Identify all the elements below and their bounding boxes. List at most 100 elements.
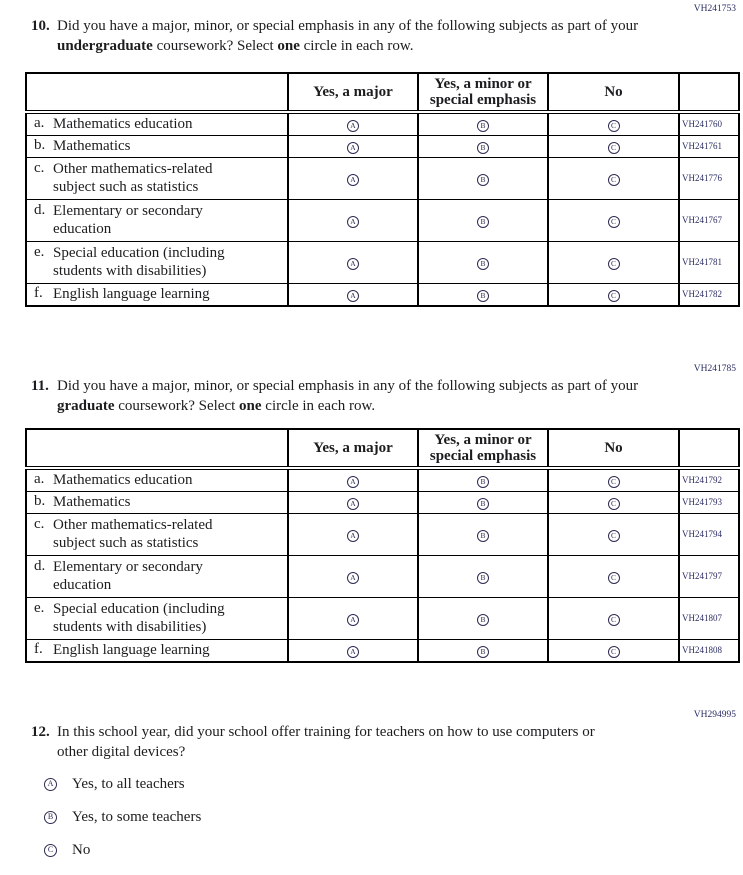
- table-row: d. Elementary or secondary education A B …: [25, 198, 740, 242]
- table-row: b. Mathematics A B C VH241761: [25, 135, 740, 158]
- option-bubble-b[interactable]: B: [44, 810, 57, 824]
- column-header-no: No: [547, 428, 680, 471]
- option-label: Yes, to all teachers: [72, 775, 185, 792]
- answer-bubble-major[interactable]: A: [347, 289, 359, 302]
- answer-bubble-minor[interactable]: B: [477, 497, 489, 510]
- answer-bubble-minor[interactable]: B: [477, 571, 489, 584]
- answer-bubble-no[interactable]: C: [607, 497, 620, 510]
- answer-bubble-major[interactable]: A: [347, 645, 359, 658]
- option-bubble-c[interactable]: C: [44, 843, 57, 857]
- answer-bubble-minor[interactable]: B: [477, 613, 489, 626]
- question-number: 12.: [31, 724, 50, 740]
- table-row: e. Special education (including students …: [25, 596, 740, 640]
- answer-bubble-minor[interactable]: B: [477, 173, 489, 186]
- answer-bubble-no[interactable]: C: [607, 476, 620, 488]
- answer-bubble-no[interactable]: C: [607, 571, 620, 584]
- row-label: Other mathematics-related subject such a…: [53, 160, 213, 196]
- column-header-code: [678, 72, 740, 115]
- answer-bubble-no[interactable]: C: [607, 613, 620, 626]
- column-header-major: Yes, a major: [287, 72, 419, 115]
- question-text-part: Did you have a major, minor, or special …: [57, 378, 639, 394]
- row-label: Special education (including students wi…: [53, 244, 225, 280]
- table-row: b. Mathematics A B C VH241793: [25, 491, 740, 514]
- table-row: c. Other mathematics-related subject such…: [25, 512, 740, 556]
- row-code: VH241782: [678, 282, 740, 307]
- row-label: Elementary or secondary education: [53, 202, 203, 238]
- row-code: VH241797: [678, 554, 740, 598]
- option-bubble-a[interactable]: A: [44, 777, 57, 791]
- question-text: Did you have a major, minor, or special …: [57, 377, 649, 417]
- question-text-bold: one: [239, 397, 262, 414]
- answer-bubble-no[interactable]: C: [607, 645, 620, 658]
- header-row: Yes, a major Yes, a minor or special emp…: [25, 428, 740, 471]
- question-12-section: VH294995 12. In this school year, did yo…: [0, 710, 743, 875]
- question-10-section: VH241753 10. Did you have a major, minor…: [0, 4, 743, 57]
- undergrad-coursework-table: Yes, a major Yes, a minor or special emp…: [25, 72, 740, 307]
- row-label: Other mathematics-related subject such a…: [53, 516, 213, 552]
- column-header-minor: Yes, a minor or special emphasis: [417, 72, 549, 115]
- answer-bubble-major[interactable]: A: [347, 257, 359, 270]
- option-row-c: C No: [44, 842, 743, 859]
- row-letter: c.: [34, 515, 45, 532]
- row-code: VH241760: [678, 111, 740, 137]
- row-letter: b.: [34, 493, 46, 510]
- option-label: Yes, to some teachers: [72, 808, 202, 825]
- row-code: VH241767: [678, 198, 740, 242]
- answer-bubble-major[interactable]: A: [347, 215, 359, 228]
- answer-bubble-major[interactable]: A: [347, 613, 359, 626]
- question-text-part: coursework? Select: [114, 397, 240, 414]
- answer-bubble-minor[interactable]: B: [477, 215, 489, 228]
- answer-bubble-minor[interactable]: B: [477, 141, 489, 154]
- answer-bubble-minor[interactable]: B: [477, 645, 489, 658]
- grad-coursework-table: Yes, a major Yes, a minor or special emp…: [25, 428, 740, 663]
- answer-bubble-no[interactable]: C: [607, 141, 620, 154]
- question-text-part: Did you have a major, minor, or special …: [57, 18, 639, 34]
- row-code: VH241808: [678, 638, 740, 663]
- answer-bubble-no[interactable]: C: [607, 215, 620, 228]
- answer-bubble-major[interactable]: A: [347, 529, 359, 542]
- row-code: VH241793: [678, 491, 740, 514]
- answer-bubble-major[interactable]: A: [347, 120, 359, 132]
- question-number: 11.: [31, 378, 49, 394]
- column-header-major: Yes, a major: [287, 428, 419, 471]
- column-header-empty: [25, 428, 289, 471]
- answer-bubble-minor[interactable]: B: [477, 476, 489, 488]
- row-label: Mathematics education: [53, 472, 193, 489]
- question-text-part: circle in each row.: [261, 397, 376, 414]
- question-text-bold: one: [277, 37, 300, 54]
- header-row: Yes, a major Yes, a minor or special emp…: [25, 72, 740, 115]
- answer-bubble-no[interactable]: C: [607, 529, 620, 542]
- table-row: c. Other mathematics-related subject such…: [25, 156, 740, 200]
- answer-bubble-minor[interactable]: B: [477, 257, 489, 270]
- row-letter: d.: [34, 201, 46, 218]
- answer-bubble-no[interactable]: C: [607, 120, 620, 132]
- row-code: VH241794: [678, 512, 740, 556]
- column-header-empty: [25, 72, 289, 115]
- answer-bubble-major[interactable]: A: [347, 173, 359, 186]
- row-label: Mathematics: [53, 494, 131, 511]
- column-header-code: [678, 428, 740, 471]
- answer-bubble-minor[interactable]: B: [477, 120, 489, 132]
- question-11-section: VH241785 11. Did you have a major, minor…: [0, 364, 743, 417]
- answer-bubble-minor[interactable]: B: [477, 529, 489, 542]
- row-label: English language learning: [53, 285, 210, 302]
- table-row: a. Mathematics education A B C VH241792: [25, 467, 740, 493]
- row-letter: e.: [34, 243, 45, 260]
- answer-bubble-major[interactable]: A: [347, 476, 359, 488]
- question-text-bold: undergraduate: [57, 37, 153, 54]
- answer-bubble-major[interactable]: A: [347, 571, 359, 584]
- question-text-bold: graduate: [57, 397, 115, 414]
- answer-bubble-major[interactable]: A: [347, 141, 359, 154]
- row-letter: d.: [34, 557, 46, 574]
- answer-bubble-no[interactable]: C: [607, 173, 620, 186]
- answer-bubble-major[interactable]: A: [347, 497, 359, 510]
- row-letter: f.: [34, 640, 43, 657]
- row-label: Mathematics: [53, 138, 131, 155]
- answer-bubble-no[interactable]: C: [607, 289, 620, 302]
- row-label: English language learning: [53, 641, 210, 658]
- row-code: VH241792: [678, 467, 740, 493]
- answer-bubble-no[interactable]: C: [607, 257, 620, 270]
- row-label: Special education (including students wi…: [53, 600, 225, 636]
- option-row-a: A Yes, to all teachers: [44, 776, 743, 793]
- answer-bubble-minor[interactable]: B: [477, 289, 489, 302]
